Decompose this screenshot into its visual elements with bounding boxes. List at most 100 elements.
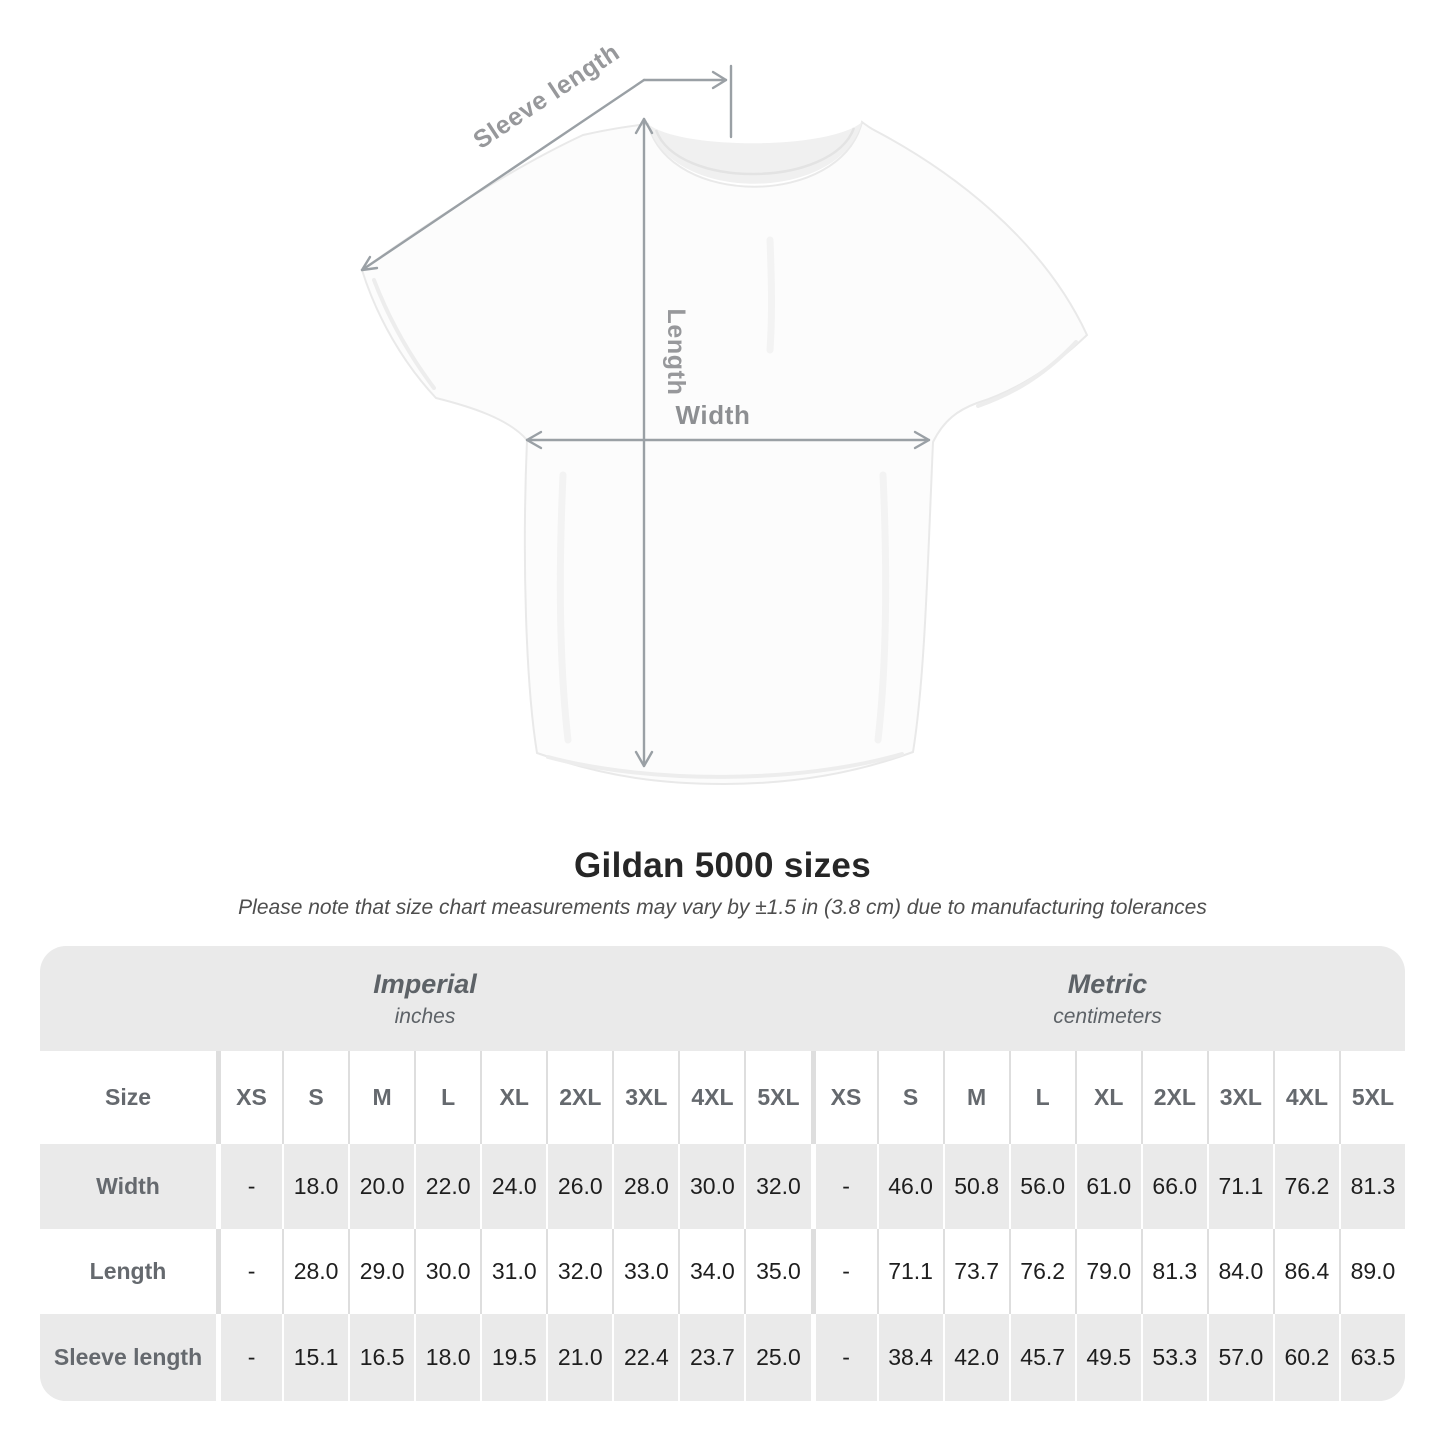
col-header-metric-4xl: 4XL (1272, 1051, 1339, 1144)
tshirt-body (360, 120, 1089, 786)
imperial-unit: inches (394, 1004, 456, 1028)
value-cell: 38.4 (876, 1314, 943, 1401)
value-cell: 76.2 (1008, 1229, 1075, 1314)
col-header-metric-2xl: 2XL (1140, 1051, 1207, 1144)
metric-unit: centimeters (1053, 1004, 1162, 1028)
table-row: Length -28.0 29.0 30.0 31.0 32.0 33.0 34.0 35.0-… (40, 1229, 1405, 1314)
fabric-fold (766, 236, 775, 354)
value-cell: 19.5 (480, 1314, 547, 1401)
value-cell: 86.4 (1272, 1229, 1339, 1314)
value-cell: 63.5 (1338, 1314, 1405, 1401)
tshirt-illustration (360, 120, 1089, 786)
value-cell: 89.0 (1338, 1229, 1405, 1314)
col-header-size: Size (40, 1051, 216, 1144)
length-arrow (634, 117, 654, 768)
value-cell: - (810, 1144, 877, 1229)
col-header-imperial-xl: XL (480, 1051, 547, 1144)
value-cell: 21.0 (546, 1314, 613, 1401)
metric-title: Metric (1067, 968, 1148, 999)
value-cell: - (810, 1229, 877, 1314)
col-header-imperial-xs: XS (216, 1051, 283, 1144)
value-cell: 25.0 (744, 1314, 811, 1401)
value-cell: 29.0 (348, 1229, 415, 1314)
col-header-imperial-m: M (348, 1051, 415, 1144)
value-cell: 35.0 (744, 1229, 811, 1314)
metric-section-header: Metric centimeters (810, 946, 1405, 1051)
col-header-imperial-l: L (414, 1051, 481, 1144)
col-header-metric-xl: XL (1074, 1051, 1141, 1144)
tolerance-note: Please note that size chart measurements… (238, 896, 1207, 919)
value-cell: 34.0 (678, 1229, 745, 1314)
value-cell: 60.2 (1272, 1314, 1339, 1401)
value-cell: 61.0 (1074, 1144, 1141, 1229)
value-cell: 32.0 (546, 1229, 613, 1314)
col-header-metric-l: L (1008, 1051, 1075, 1144)
value-cell: 23.7 (678, 1314, 745, 1401)
value-cell: 76.2 (1272, 1144, 1339, 1229)
value-cell: 28.0 (282, 1229, 349, 1314)
value-cell: - (810, 1314, 877, 1401)
value-cell: 66.0 (1140, 1144, 1207, 1229)
value-cell: 18.0 (282, 1144, 349, 1229)
value-cell: 50.8 (942, 1144, 1009, 1229)
width-arrow (525, 430, 931, 450)
value-cell: 30.0 (678, 1144, 745, 1229)
table-row: Sleeve length -15.1 16.5 18.0 19.5 21.0 22.4 23… (40, 1314, 1405, 1401)
value-cell: 81.3 (1140, 1229, 1207, 1314)
width-label: Width (676, 400, 751, 430)
value-cell: 28.0 (612, 1144, 679, 1229)
length-label: Length (662, 309, 690, 396)
right-cuff-seam (976, 340, 1078, 408)
value-cell: 22.0 (414, 1144, 481, 1229)
value-cell: 15.1 (282, 1314, 349, 1401)
table-section-headers: Imperial inches Metric centimeters (40, 946, 1405, 1051)
imperial-title: Imperial (373, 968, 477, 999)
value-cell: 57.0 (1206, 1314, 1273, 1401)
col-header-imperial-3xl: 3XL (612, 1051, 679, 1144)
col-header-imperial-s: S (282, 1051, 349, 1144)
col-header-imperial-2xl: 2XL (546, 1051, 613, 1144)
fabric-fold (874, 471, 890, 744)
value-cell: 30.0 (414, 1229, 481, 1314)
value-cell: - (216, 1229, 283, 1314)
value-cell: - (216, 1144, 283, 1229)
tshirt-collar-seam (654, 127, 856, 176)
value-cell: 84.0 (1206, 1229, 1273, 1314)
imperial-section-header: Imperial inches (40, 946, 810, 1051)
value-cell: 16.5 (348, 1314, 415, 1401)
size-chart-table: Imperial inches Metric centimeters Size X… (40, 946, 1405, 1401)
tshirt-neck-opening (648, 122, 862, 184)
value-cell: 56.0 (1008, 1144, 1075, 1229)
value-cell: 71.1 (876, 1229, 943, 1314)
col-header-imperial-4xl: 4XL (678, 1051, 745, 1144)
table-rows: Size XS S M L XL 2XL 3XL 4XL 5XL XS S M L XL 2XL 3XL 4XL 5… (40, 1051, 1405, 1401)
row-label: Sleeve length (40, 1314, 216, 1401)
value-cell: 20.0 (348, 1144, 415, 1229)
value-cell: 32.0 (744, 1144, 811, 1229)
value-cell: 81.3 (1338, 1144, 1405, 1229)
left-cuff-seam (372, 278, 436, 390)
fabric-fold (556, 471, 572, 744)
value-cell: - (216, 1314, 283, 1401)
size-header-row: Size XS S M L XL 2XL 3XL 4XL 5XL XS S M L XL 2XL 3XL 4XL 5… (40, 1051, 1405, 1144)
row-label: Length (40, 1229, 216, 1314)
col-header-metric-3xl: 3XL (1206, 1051, 1273, 1144)
hem-shadow (546, 752, 904, 779)
value-cell: 46.0 (876, 1144, 943, 1229)
row-label: Width (40, 1144, 216, 1229)
shirt-measurement-diagram: Sleeve length Length Width (360, 38, 1089, 786)
value-cell: 73.7 (942, 1229, 1009, 1314)
table-row: Width -18.0 20.0 22.0 24.0 26.0 28.0 30.0 32.0-4… (40, 1144, 1405, 1229)
value-cell: 79.0 (1074, 1229, 1141, 1314)
value-cell: 31.0 (480, 1229, 547, 1314)
col-header-metric-5xl: 5XL (1338, 1051, 1405, 1144)
sleeve-length-arrow (360, 64, 733, 272)
value-cell: 33.0 (612, 1229, 679, 1314)
value-cell: 18.0 (414, 1314, 481, 1401)
tshirt-svg: Sleeve length Length Width (360, 38, 1089, 786)
value-cell: 22.4 (612, 1314, 679, 1401)
value-cell: 45.7 (1008, 1314, 1075, 1401)
page-title: Gildan 5000 sizes (574, 846, 871, 885)
value-cell: 24.0 (480, 1144, 547, 1229)
value-cell: 26.0 (546, 1144, 613, 1229)
